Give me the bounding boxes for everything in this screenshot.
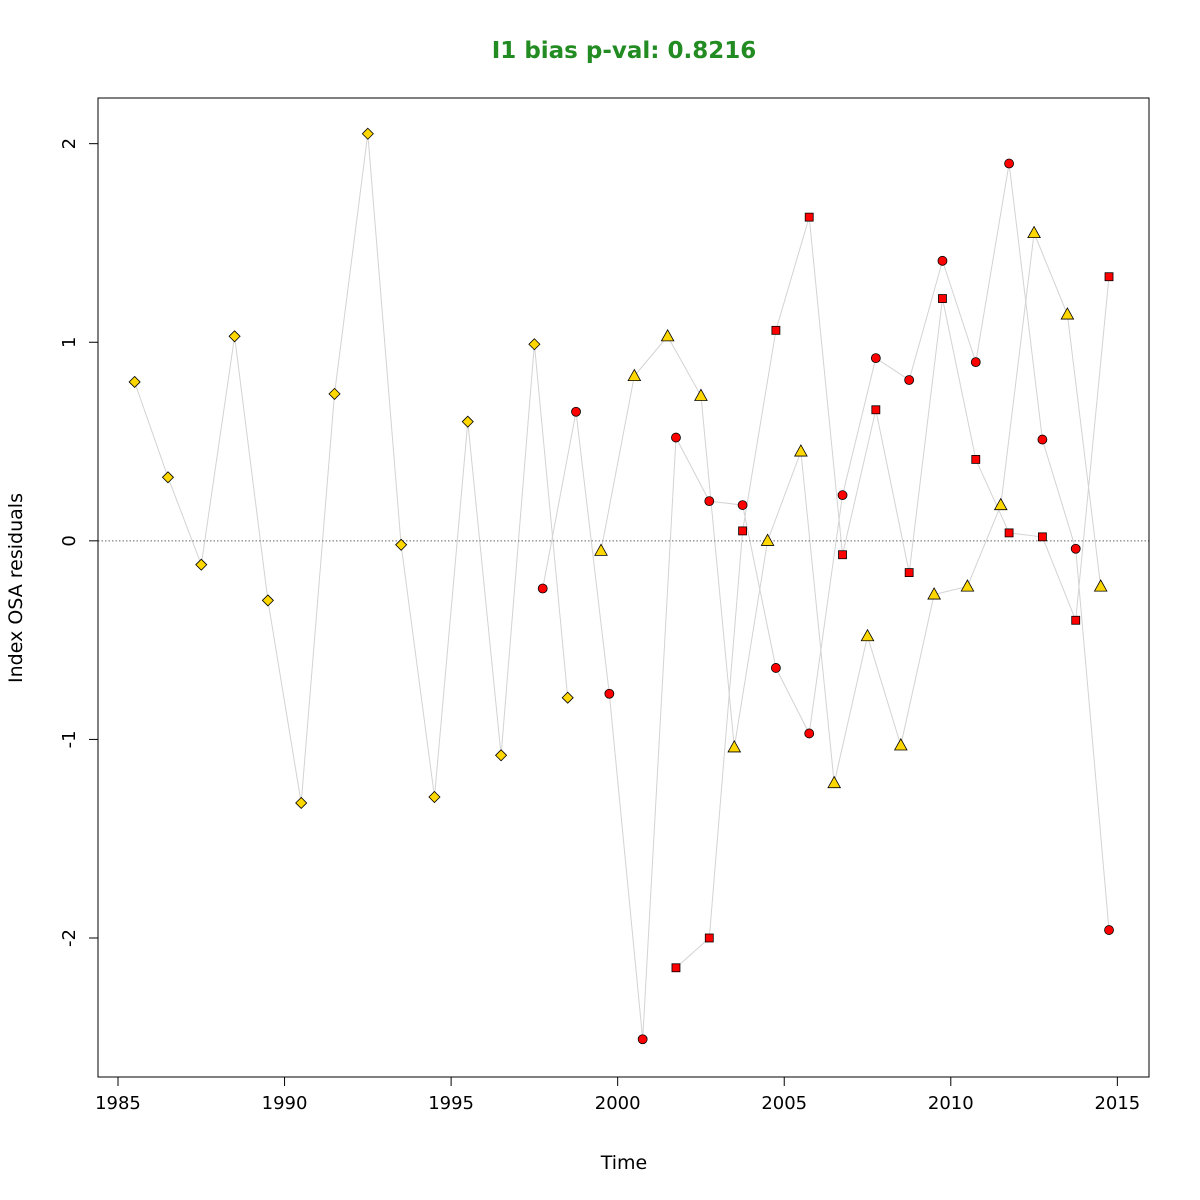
series-3-point <box>1104 925 1114 935</box>
y-axis-label: Index OSA residuals <box>5 493 27 683</box>
x-axis: 1985 1990 1995 2000 2005 2010 2015 <box>95 1076 1140 1114</box>
series-1-point <box>195 558 208 571</box>
series-2-point <box>760 533 775 546</box>
series-1-point <box>561 691 574 704</box>
series-4-point <box>771 325 781 335</box>
series-1-point <box>361 127 374 140</box>
series-3-point <box>704 496 715 507</box>
series-3-point <box>870 353 881 364</box>
series-2-point <box>594 543 608 556</box>
x-tick-label: 1990 <box>262 1093 308 1114</box>
series-4-point <box>671 963 681 973</box>
series-1-point <box>295 796 308 810</box>
series-2-point <box>827 775 842 789</box>
series-3-point <box>970 357 981 368</box>
series-4-point <box>738 526 747 536</box>
series-1-point <box>428 790 441 804</box>
x-tick-label: 2005 <box>761 1093 807 1114</box>
series-2-point <box>627 368 642 382</box>
series-3-point <box>571 406 581 417</box>
series-3-point <box>771 663 781 673</box>
series-1-point <box>528 338 541 351</box>
series-3-point <box>737 500 748 510</box>
series-4-point <box>704 933 714 943</box>
series-4-point <box>971 455 981 464</box>
series-2-point <box>860 628 875 642</box>
series-1-point <box>261 594 274 607</box>
series-4-point <box>904 568 914 578</box>
series-1-point <box>461 415 474 428</box>
series-2-point <box>727 740 742 753</box>
series-3-point <box>637 1034 648 1045</box>
series-4-point <box>838 550 847 560</box>
y-tick-label: 0 <box>59 535 80 546</box>
series-3-point <box>1037 434 1048 445</box>
x-axis-label: Time <box>600 1152 648 1174</box>
series-4-point <box>871 405 881 415</box>
series-4-point <box>1038 532 1047 542</box>
series-3-point <box>804 728 815 739</box>
series-2-point <box>1093 579 1108 592</box>
x-tick-label: 1995 <box>428 1093 474 1114</box>
series-3-point <box>837 490 848 501</box>
series-1-point <box>228 330 241 343</box>
chart-title: I1 bias p-val: 0.8216 <box>492 38 757 64</box>
x-tick-label: 1985 <box>95 1093 141 1114</box>
x-tick-label: 2015 <box>1094 1093 1140 1114</box>
series-2-point <box>993 497 1008 511</box>
series-4-connector <box>675 216 1110 969</box>
series-2-point <box>1027 225 1041 239</box>
series-1-point <box>495 749 508 762</box>
y-tick-label: -1 <box>59 730 80 748</box>
series-3-point <box>671 432 681 443</box>
series-3-point <box>1004 158 1014 169</box>
series-2-point <box>660 328 675 342</box>
y-axis: -2 -1 0 1 2 <box>59 138 99 947</box>
series-3-connector <box>542 163 1110 1040</box>
x-tick-label: 2000 <box>595 1093 641 1114</box>
series-2-point <box>893 738 908 751</box>
series-2-point <box>927 587 942 600</box>
x-tick-label: 2010 <box>928 1093 974 1114</box>
data-points <box>128 127 1114 1045</box>
series-2-point <box>694 388 708 401</box>
series-connectors <box>134 133 1110 1040</box>
series-3-point <box>604 688 615 699</box>
series-2-connector <box>600 231 1102 784</box>
y-tick-label: 1 <box>59 337 80 348</box>
series-1-point <box>328 387 341 400</box>
y-tick-label: -2 <box>59 929 80 947</box>
series-1-connector <box>134 133 569 804</box>
series-1-point <box>161 471 175 484</box>
series-4-point <box>1071 615 1081 625</box>
series-2-point <box>794 444 808 457</box>
plot-frame <box>97 97 1150 1078</box>
series-1-point <box>395 538 408 551</box>
series-3-point <box>1070 543 1081 554</box>
series-4-point <box>804 212 814 222</box>
series-4-point <box>1104 272 1114 282</box>
series-4-point <box>1004 528 1014 538</box>
y-tick-label: 2 <box>59 138 80 149</box>
series-1-point <box>128 375 141 389</box>
series-2-point <box>1060 307 1075 320</box>
series-3-point <box>537 583 548 594</box>
series-2-point <box>960 579 975 592</box>
series-4-point <box>938 294 947 303</box>
series-3-point <box>904 375 915 385</box>
series-3-point <box>937 255 948 266</box>
